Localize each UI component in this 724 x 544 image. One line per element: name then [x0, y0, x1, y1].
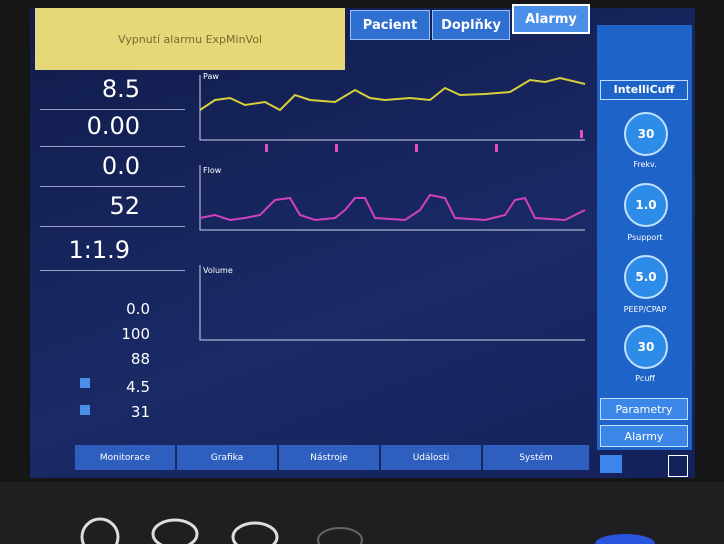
secondary-value: 100 [80, 325, 150, 343]
secondary-value: 88 [80, 350, 150, 368]
bottom-tab[interactable]: Grafika [177, 445, 278, 470]
bottom-tab[interactable]: Systém [483, 445, 590, 470]
tab[interactable]: Alarmy [512, 4, 590, 34]
secondary-value: 0.0 [80, 300, 150, 318]
bottom-tab[interactable]: Nástroje [279, 445, 380, 470]
control-knob[interactable]: 1.0 [624, 183, 668, 227]
waveform-label: Flow [203, 166, 221, 175]
battery-icon [668, 455, 688, 477]
device-bezel [0, 482, 724, 544]
alarm-message: Vypnutí alarmu ExpMinVol [35, 8, 345, 70]
side-button[interactable]: Parametry [600, 398, 688, 420]
control-label: Psupport [600, 233, 690, 242]
secondary-value: 4.5 [80, 378, 150, 396]
screen-lock[interactable] [600, 455, 622, 473]
monitor-value: 8.5 [40, 75, 185, 110]
tab[interactable]: Doplňky [432, 10, 510, 40]
scroll-down[interactable] [80, 405, 90, 415]
control-label: Frekv. [600, 160, 690, 169]
bottom-tab[interactable]: Monitorace [75, 445, 176, 470]
side-title[interactable]: IntelliCuff [600, 80, 688, 100]
monitor-value: 52 [40, 192, 185, 227]
bottom-tab[interactable]: Události [381, 445, 482, 470]
control-label: PEEP/CPAP [600, 305, 690, 314]
monitor-value: 0.00 [40, 112, 185, 147]
waveform-label: Paw [203, 72, 219, 81]
control-knob[interactable]: 30 [624, 112, 668, 156]
monitor-value: 0.0 [40, 152, 185, 187]
control-knob[interactable]: 30 [624, 325, 668, 369]
monitor-value: 1:1.9 [40, 236, 185, 271]
secondary-value: 31 [80, 403, 150, 421]
control-label: Pcuff [600, 374, 690, 383]
control-knob[interactable]: 5.0 [624, 255, 668, 299]
scroll-up[interactable] [80, 378, 90, 388]
waveform-label: Volume [203, 266, 233, 275]
tab[interactable]: Pacient [350, 10, 430, 40]
page: Vypnutí alarmu ExpMinVol Pacient Doplňky… [0, 0, 724, 544]
waveforms [185, 70, 595, 350]
side-button[interactable]: Alarmy [600, 425, 688, 447]
